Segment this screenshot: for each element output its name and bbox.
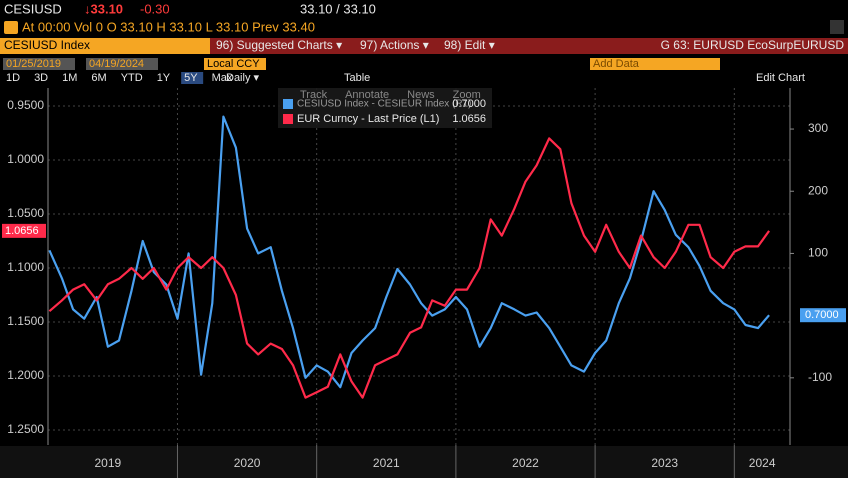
input[interactable] [204, 58, 266, 70]
legend-label: CESIUSD Index - CESIEUR Index (R1) [297, 99, 472, 110]
value-flag-label: 1.0656 [5, 225, 39, 237]
menu-item[interactable]: 98) Edit ▾ [444, 38, 495, 52]
icon [830, 20, 844, 34]
x-tick-label: 2022 [512, 456, 539, 470]
period-button[interactable]: 6M [91, 72, 106, 84]
period-button[interactable]: Max [212, 72, 233, 84]
period-button[interactable]: 1Y [157, 72, 171, 84]
menu-item[interactable]: 97) Actions ▾ [360, 38, 429, 52]
ticker: CESIUSD [4, 1, 62, 16]
x-tick-label: 2024 [749, 456, 776, 470]
bid-ask: 33.10 / 33.10 [300, 1, 376, 16]
frequency[interactable]: Daily ▾ [226, 72, 260, 84]
x-tick-label: 2021 [373, 456, 400, 470]
line-series [48, 115, 770, 389]
y-tick-label: 0.9500 [7, 98, 44, 112]
y-tick-label: 1.1000 [7, 260, 44, 274]
table[interactable]: Table [344, 72, 370, 84]
input[interactable] [86, 58, 158, 70]
menu-item[interactable]: 96) Suggested Charts ▾ [216, 38, 342, 52]
toolbar-button[interactable]: Annotate [345, 89, 389, 101]
value-flag-label: 0.7000 [805, 309, 839, 321]
y2-tick-label: 200 [808, 183, 828, 197]
stats: At 00:00 Vol 0 O 33.10 H 33.10 L 33.10 P… [22, 19, 315, 34]
x-tick-label: 2019 [95, 456, 122, 470]
legend-label: EUR Curncy - Last Price (L1) [297, 113, 439, 125]
menu-bar [210, 38, 848, 54]
period-button[interactable]: 3D [34, 72, 48, 84]
selected [181, 72, 204, 84]
icon [4, 21, 18, 34]
security[interactable]: CESIUSD Index [4, 38, 90, 52]
line-series [48, 137, 770, 399]
last-price: ↓33.10 [84, 1, 123, 16]
y-tick-label: 1.2500 [7, 422, 44, 436]
y2-tick-label: -100 [808, 370, 832, 384]
end-date[interactable]: 04/19/2024 [89, 58, 144, 70]
x-tick-label: 2020 [234, 456, 261, 470]
period-button[interactable]: YTD [121, 72, 143, 84]
security-box[interactable] [0, 38, 210, 54]
input[interactable] [3, 58, 75, 70]
period-button[interactable]: 1D [6, 72, 20, 84]
chart-id: G 63: EURUSD EcoSurpEURUSD [661, 38, 845, 52]
y-tick-label: 1.0500 [7, 206, 44, 220]
y-tick-label: 1.2000 [7, 368, 44, 382]
legend [278, 88, 492, 128]
x-tick-label: 2023 [651, 456, 678, 470]
period-button[interactable]: 5Y [184, 72, 198, 84]
legend-value: 0.7000 [452, 98, 486, 110]
toolbar-button[interactable]: Track [300, 89, 328, 101]
input[interactable] [590, 58, 720, 70]
toolbar-button[interactable]: News [407, 89, 435, 101]
y-tick-label: 1.1500 [7, 314, 44, 328]
currency[interactable]: Local CCY [207, 58, 260, 70]
value-flag [800, 308, 846, 323]
x-axis-band [0, 446, 848, 478]
legend-value: 1.0656 [452, 113, 486, 125]
y2-tick-label: 300 [808, 121, 828, 135]
change: -0.30 [140, 1, 170, 16]
y-tick-label: 1.0000 [7, 152, 44, 166]
start-date[interactable]: 01/25/2019 [6, 58, 61, 70]
y2-tick-label: 100 [808, 246, 828, 260]
value-flag [2, 223, 46, 238]
period-button[interactable]: 1M [62, 72, 77, 84]
legend-swatch [283, 99, 293, 109]
legend-swatch [283, 114, 293, 124]
add-data[interactable]: Add Data [593, 58, 640, 70]
edit-chart[interactable]: Edit Chart [756, 72, 805, 84]
toolbar-button[interactable]: Zoom [453, 89, 481, 101]
